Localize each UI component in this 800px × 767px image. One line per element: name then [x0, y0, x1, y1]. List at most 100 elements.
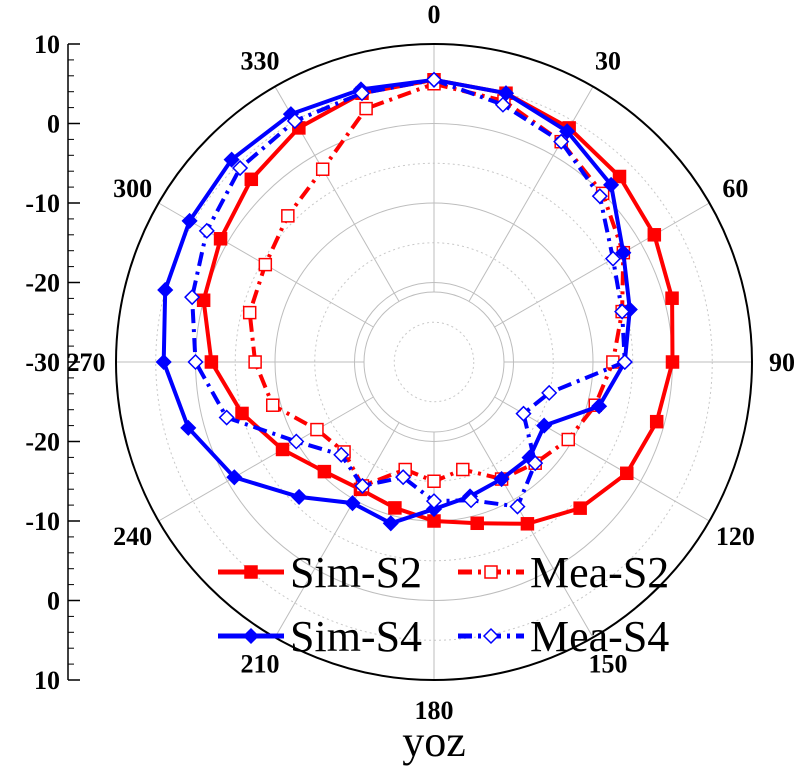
data-point-mea-s4 — [231, 159, 249, 177]
data-point-mea-s4 — [425, 493, 443, 510]
data-point-sim-s4 — [181, 212, 198, 229]
data-point-sim-s2 — [620, 466, 634, 481]
data-point-mea-s4 — [333, 446, 350, 463]
data-point-mea-s2 — [258, 257, 273, 272]
data-point-sim-s4 — [226, 469, 243, 486]
data-point-sim-s2 — [204, 355, 219, 369]
data-point-sim-s4 — [291, 488, 308, 505]
data-point-sim-s2 — [275, 442, 290, 457]
data-point-mea-s4 — [184, 289, 201, 306]
data-point-mea-s4 — [616, 353, 633, 371]
data-point-mea-s4 — [515, 405, 532, 422]
data-point-sim-s2 — [235, 406, 249, 421]
angle-tick-label: 30 — [595, 47, 621, 76]
data-point-sim-s4 — [223, 151, 240, 168]
data-point-mea-s4 — [509, 498, 526, 515]
data-point-mea-s2 — [315, 162, 330, 176]
grid-ring-inner — [363, 291, 505, 433]
data-point-sim-s4 — [603, 176, 620, 193]
data-point-mea-s4 — [288, 433, 305, 450]
data-point-mea-s2 — [248, 355, 262, 369]
legend-label-sim-s2: Sim-S2 — [290, 548, 422, 597]
data-point-mea-s4 — [187, 353, 204, 371]
legend-item-mea-s2: Mea-S2 — [458, 548, 669, 597]
angle-labels: 0 30 60 90 120 150 180 210 240 270 300 330 — [67, 0, 796, 725]
data-point-sim-s2 — [388, 501, 402, 515]
legend-swatch-marker — [244, 565, 258, 579]
angle-tick-label: 180 — [415, 696, 454, 725]
outer-ring — [115, 43, 753, 681]
data-point-sim-s4 — [155, 353, 172, 371]
data-point-sim-s2 — [573, 501, 587, 515]
data-point-sim-s4 — [591, 398, 608, 415]
data-point-sim-s4 — [157, 281, 174, 299]
legend-label-mea-s4: Mea-S4 — [530, 612, 669, 661]
data-point-mea-s4 — [218, 409, 235, 426]
data-point-sim-s4 — [559, 123, 576, 140]
data-point-mea-s4 — [354, 477, 371, 494]
series-line-sim-s2 — [201, 77, 675, 526]
angle-tick-label: 120 — [716, 522, 755, 551]
data-point-sim-s2 — [520, 517, 535, 531]
data-point-mea-s2 — [359, 101, 373, 116]
radial-axis: 10 0 -10 -20 -30 -20 -10 0 10 — [25, 30, 80, 695]
data-point-mea-s2 — [265, 398, 280, 412]
data-point-sim-s2 — [317, 464, 332, 479]
data-point-mea-s2 — [427, 474, 441, 488]
angle-tick-label: 270 — [67, 348, 106, 377]
data-point-sim-s4 — [536, 417, 553, 434]
data-point-sim-s2 — [647, 228, 662, 242]
data-point-mea-s2 — [310, 422, 324, 437]
angle-tick-label: 0 — [428, 0, 441, 29]
data-point-mea-s4 — [553, 133, 570, 150]
data-point-mea-s4 — [353, 85, 371, 102]
radial-tick-label: -10 — [25, 507, 60, 536]
legend-item-sim-s4: Sim-S4 — [218, 612, 422, 661]
legend-item-sim-s2: Sim-S2 — [218, 548, 422, 597]
data-point-sim-s2 — [665, 291, 679, 305]
grid-ring — [393, 321, 475, 403]
angle-tick-label: 150 — [589, 649, 628, 678]
legend-swatch-marker — [482, 627, 500, 645]
series-mea-s4 — [184, 71, 633, 515]
data-point-sim-s4 — [180, 419, 197, 436]
data-point-mea-s4 — [462, 492, 480, 509]
data-point-sim-s2 — [612, 169, 627, 184]
legend: Sim-S2 Mea-S2 Sim-S4 Mea-S4 — [218, 548, 669, 661]
radial-tick-label: 10 — [34, 30, 60, 59]
series-layer — [155, 71, 680, 532]
series-mea-s2 — [242, 77, 631, 493]
chart-title: yoz — [402, 717, 466, 766]
data-point-sim-s2 — [196, 293, 211, 308]
data-point-mea-s2 — [456, 462, 470, 477]
data-point-sim-s4 — [615, 244, 632, 261]
data-point-sim-s2 — [213, 232, 228, 246]
radial-tick-label: -30 — [25, 348, 60, 377]
data-point-mea-s4 — [395, 469, 412, 486]
legend-swatch-marker — [484, 565, 498, 579]
radial-tick-label: -20 — [25, 269, 60, 298]
legend-swatch-marker — [242, 627, 260, 645]
series-sim-s2 — [196, 73, 680, 531]
data-point-sim-s2 — [470, 516, 484, 531]
grid-spoke — [274, 422, 400, 638]
data-point-mea-s2 — [281, 209, 295, 223]
data-point-mea-s2 — [242, 305, 257, 320]
angle-tick-label: 60 — [722, 174, 748, 203]
data-point-sim-s2 — [244, 172, 259, 187]
data-point-mea-s4 — [494, 96, 511, 113]
data-point-sim-s2 — [649, 414, 664, 429]
data-point-sim-s4 — [344, 495, 361, 512]
grid-spoke — [494, 202, 710, 328]
angle-tick-label: 240 — [113, 522, 152, 551]
grid-spoke — [468, 86, 594, 302]
data-point-sim-s4 — [493, 470, 510, 488]
data-point-sim-s2 — [665, 355, 680, 369]
legend-label-mea-s2: Mea-S2 — [530, 548, 669, 597]
data-point-sim-s4 — [382, 515, 399, 532]
data-point-mea-s2 — [561, 432, 576, 447]
radial-tick-label: 0 — [47, 110, 60, 139]
angle-tick-label: 90 — [769, 348, 795, 377]
